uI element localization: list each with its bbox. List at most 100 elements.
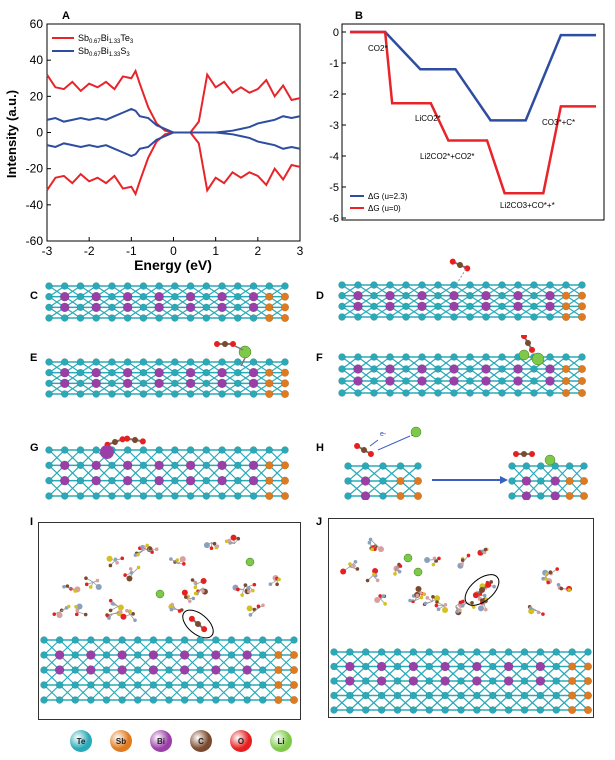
li-atom [531, 352, 545, 366]
free-energy-y-axis-label: ΔG [320, 119, 323, 138]
free-energy-lines [350, 30, 596, 195]
electron-label: e- [380, 431, 387, 438]
reaction-scheme-h: e- Li+ [344, 426, 588, 500]
slab-lattice [338, 281, 586, 322]
electrolyte-interface-i [38, 522, 301, 720]
x-tick-label: 2 [254, 244, 261, 258]
y-tick-label: -3 [329, 120, 339, 132]
free-energy-plot-frame [341, 23, 605, 221]
li-atom [413, 567, 423, 577]
panel-label-f: F [316, 352, 323, 364]
annot-lico2: LiCO2* [415, 114, 441, 123]
atom-legend-o: O [230, 730, 252, 752]
slab-lattice [330, 648, 593, 714]
dos-ticks: -3 -2 -1 0 1 2 3 -60 -40 -20 0 20 40 60 [26, 18, 304, 258]
frame-j [328, 518, 594, 718]
co2-molecule [521, 335, 535, 353]
dos-y-axis-label: Intensity (a.u.) [4, 90, 19, 178]
annot-co2: CO2* [368, 44, 388, 53]
panel-label-b: B [355, 10, 363, 22]
reaction-arrowhead [500, 476, 508, 484]
electrolyte-molecules [52, 534, 281, 623]
co2-molecule [513, 451, 535, 457]
y-tick-label: 0 [36, 126, 43, 140]
atom-legend-te: Te [70, 730, 92, 752]
x-tick-label: 0 [170, 244, 177, 258]
x-tick-label: -3 [42, 244, 53, 258]
y-tick-label: -40 [26, 198, 44, 212]
annot-co3: CO3*+C* [542, 118, 575, 127]
li-atom [238, 345, 252, 359]
legend-u23-label: ΔG (u=2.3) [368, 192, 408, 201]
co2-molecule [472, 581, 492, 599]
co2-molecule [188, 615, 208, 633]
free-energy-chart: 0 -1 -2 -3 -4 -5 -6 ΔG CO2* LiCO2* Li2CO2*+CO2… [320, 23, 605, 225]
li-atom [245, 557, 255, 567]
free-energy-ticks: 0 -1 -2 -3 -4 -5 -6 [329, 27, 346, 225]
highlight-ellipse-i [182, 609, 214, 639]
slab-lattice [508, 462, 588, 500]
atom-legend-c: C [190, 730, 212, 752]
co2-molecule [104, 436, 126, 448]
slab-structure-g [45, 435, 289, 500]
atom-legend: Te Sb Bi C O Li [70, 730, 300, 758]
dos-x-axis-label: Energy (eV) [134, 257, 212, 273]
y-tick-label: -20 [26, 162, 44, 176]
legend-u0-label: ΔG (u=0) [368, 204, 401, 213]
slab-lattice [45, 282, 289, 322]
x-tick-label: -2 [84, 244, 95, 258]
legend-s-label: Sb0.67Bi1.33S3 [78, 46, 130, 58]
series-line-s-up [46, 107, 301, 134]
slab-lattice [344, 462, 422, 500]
y-tick-label: 40 [30, 53, 44, 67]
li-atom [155, 589, 165, 599]
energy-path-u23 [350, 30, 596, 122]
slab-lattice [45, 358, 289, 398]
y-tick-label: 60 [30, 18, 44, 31]
co2-molecule [354, 443, 374, 457]
slab-lattice [45, 446, 289, 500]
series-line-s-down [46, 131, 301, 158]
dos-chart: -3 -2 -1 0 1 2 3 -60 -40 -20 0 20 40 60 Intensity (a.… [4, 18, 304, 273]
panel-label-e: E [30, 352, 38, 364]
y-tick-label: -1 [329, 58, 339, 70]
electrolyte-interface-j [328, 518, 594, 718]
x-tick-label: 1 [212, 244, 219, 258]
y-tick-label: -5 [329, 182, 339, 194]
y-tick-label: -6 [329, 213, 339, 225]
panel-label-c: C [30, 290, 38, 302]
co2-molecule [124, 435, 146, 445]
annot-li2co3: Li2CO3+CO*+* [500, 201, 555, 210]
atom-legend-bi: Bi [150, 730, 172, 752]
x-tick-label: 3 [297, 244, 304, 258]
li-atom [544, 454, 556, 466]
co2-molecule [214, 341, 236, 347]
x-tick-label: -1 [126, 244, 137, 258]
panel-label-i: I [30, 516, 34, 528]
y-tick-label: -60 [26, 234, 44, 248]
legend-te-label: Sb0.67Bi1.33Te3 [78, 33, 134, 45]
slab-lattice [40, 636, 298, 704]
panel-label-d: D [316, 290, 324, 302]
energy-path-u0 [350, 30, 596, 195]
co2-molecule [449, 258, 471, 272]
panel-label-g: G [30, 442, 39, 454]
panel-label-h: H [316, 442, 324, 454]
atom-legend-li: Li [270, 730, 292, 752]
y-tick-label: 20 [30, 89, 44, 103]
y-tick-label: -4 [329, 151, 339, 163]
li-atom [518, 349, 530, 361]
highlight-ellipse-j [464, 574, 500, 606]
panel-label-a: A [62, 10, 70, 22]
y-tick-label: -2 [329, 89, 339, 101]
frame-i [38, 522, 301, 720]
slab-structure-d [338, 258, 586, 322]
slab-structure-e [45, 341, 289, 398]
li-atom [403, 553, 413, 563]
dos-lines [46, 68, 301, 197]
atom-legend-sb: Sb [110, 730, 132, 752]
slab-structure-f [338, 335, 586, 398]
slab-structure-c [45, 282, 289, 322]
panel-label-j: J [316, 516, 323, 528]
annot-li2co2: Li2CO2*+CO2* [420, 152, 474, 161]
